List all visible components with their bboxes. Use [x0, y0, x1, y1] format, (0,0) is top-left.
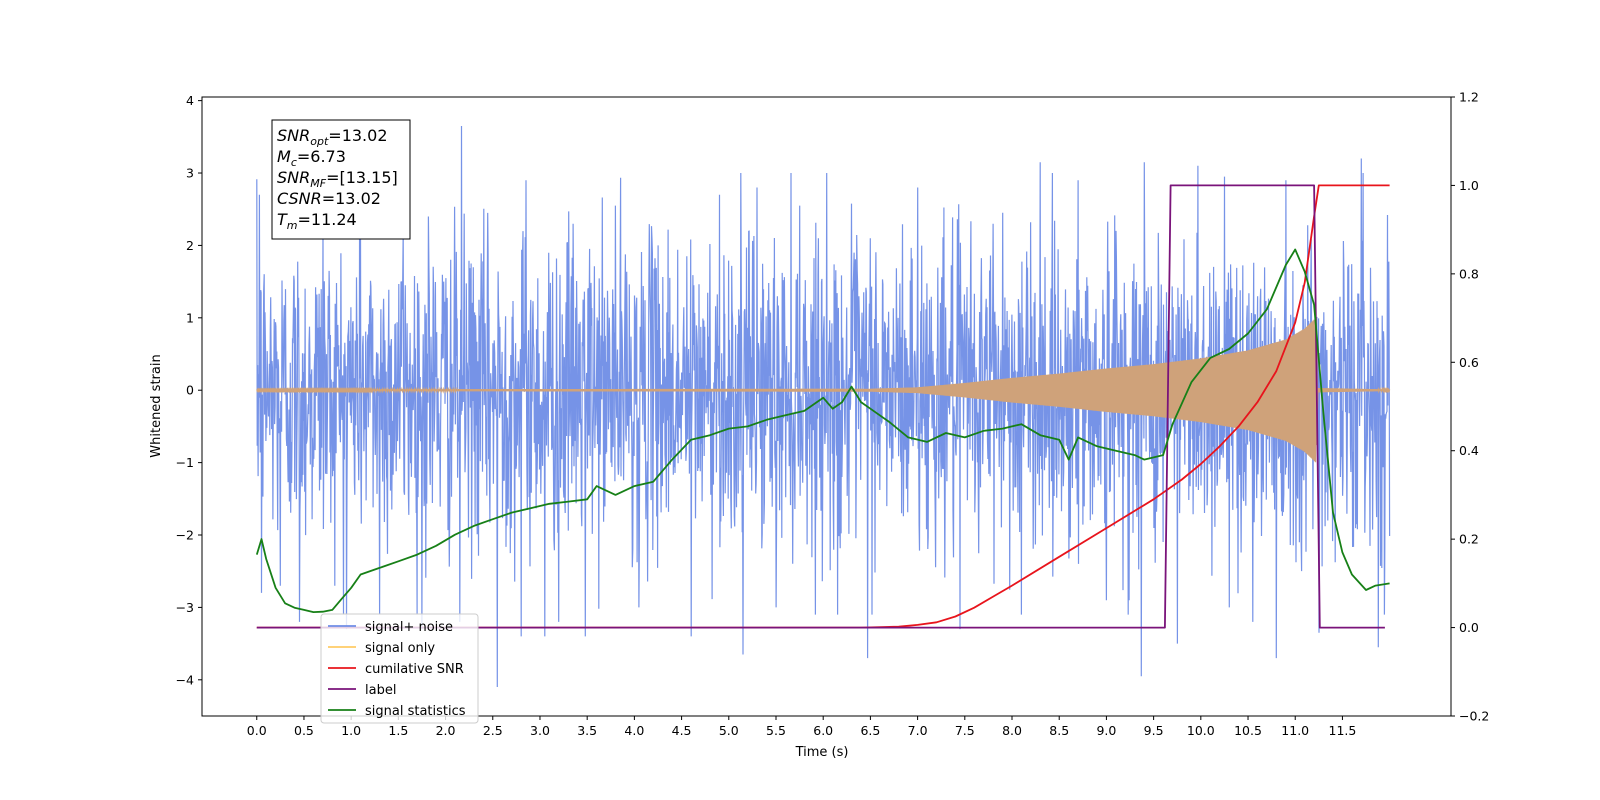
- x-tick-label: 9.0: [1096, 723, 1116, 738]
- x-tick-label: 7.5: [955, 723, 975, 738]
- x-tick-label: 3.5: [577, 723, 597, 738]
- series-signal-only: [256, 317, 1391, 463]
- legend-label: signal+ noise: [365, 620, 453, 635]
- stats-box-frame: [271, 119, 411, 240]
- legend-label: signal statistics: [365, 704, 466, 719]
- x-tick-label: 0.5: [294, 723, 314, 738]
- y2-tick-label: 0.8: [1459, 266, 1479, 281]
- x-tick-label: 6.5: [860, 723, 880, 738]
- y-tick-label: 1: [186, 310, 194, 325]
- x-tick-label: 8.0: [1002, 723, 1022, 738]
- x-tick-label: 8.5: [1049, 723, 1069, 738]
- x-tick-label: 2.0: [436, 723, 456, 738]
- y2-tick-label: 0.4: [1459, 443, 1479, 458]
- x-tick-label: 5.5: [766, 723, 786, 738]
- legend-label: label: [365, 683, 396, 698]
- y2-tick-label: 1.2: [1459, 90, 1479, 105]
- stats-box: SNRopt=13.02Mc=6.73SNRMF=[13.15]CSNR=13.…: [271, 119, 411, 240]
- x-tick-label: 10.5: [1234, 723, 1262, 738]
- y2-tick-label: 0.2: [1459, 532, 1479, 547]
- legend-frame: [320, 613, 479, 724]
- series-layer: [255, 125, 1391, 688]
- y-tick-label: 0: [186, 383, 194, 398]
- legend: signal+ noise signal only cumilative SNR la…: [320, 613, 479, 724]
- x-tick-label: 9.5: [1144, 723, 1164, 738]
- plot-frame: [201, 96, 1452, 717]
- x-axis-label: Time (s): [795, 745, 849, 760]
- y-tick-label: −2: [176, 528, 194, 543]
- series-label: [256, 184, 1385, 629]
- y-tick-label: 4: [186, 93, 194, 108]
- series-signal-noise: [256, 125, 1391, 688]
- stats-line: SNRopt=13.02: [277, 126, 388, 148]
- y-tick-label: −4: [176, 672, 194, 687]
- legend-label: cumilative SNR: [365, 662, 464, 677]
- series-signal-statistics: [255, 248, 1390, 613]
- y2-tick-label: 0.0: [1459, 620, 1479, 635]
- x-tick-label: 3.0: [530, 723, 550, 738]
- y-tick-label: 2: [186, 238, 194, 253]
- y2-tick-label: 0.6: [1459, 355, 1479, 370]
- legend-label: signal only: [365, 641, 435, 656]
- x-tick-label: 7.0: [908, 723, 928, 738]
- x-tick-label: 11.5: [1329, 723, 1357, 738]
- x-tick-label: 5.0: [719, 723, 739, 738]
- y-axis-label: Whitened strain: [149, 354, 164, 457]
- x-tick-label: 1.5: [388, 723, 408, 738]
- ticks-layer: 0.0 0.5 1.0 1.5 2.0 2.5 3.0 3.5 4.0 4.5 5.0 5.5 6.0 6…: [176, 90, 1490, 739]
- series-cumulative-snr: [256, 184, 1390, 629]
- x-tick-label: 0.0: [247, 723, 267, 738]
- x-tick-label: 4.0: [624, 723, 644, 738]
- x-tick-label: 10.0: [1187, 723, 1215, 738]
- y2-tick-label: 1.0: [1459, 178, 1479, 193]
- y-tick-label: 3: [186, 166, 194, 181]
- x-tick-label: 11.0: [1281, 723, 1309, 738]
- y-tick-label: −3: [176, 600, 194, 615]
- stats-line: CSNR=13.02: [277, 189, 381, 208]
- stats-line: SNRMF=[13.15]: [277, 168, 398, 190]
- x-tick-label: 2.5: [483, 723, 503, 738]
- y-tick-label: −1: [176, 455, 194, 470]
- stats-line: Tm=11.24: [277, 210, 357, 232]
- x-tick-label: 4.5: [672, 723, 692, 738]
- x-tick-label: 6.0: [813, 723, 833, 738]
- stats-line: Mc=6.73: [277, 147, 346, 169]
- y2-tick-label: −0.2: [1459, 709, 1489, 724]
- x-tick-label: 1.0: [341, 723, 361, 738]
